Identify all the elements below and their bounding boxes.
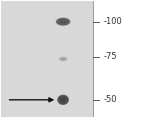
Ellipse shape: [58, 95, 68, 104]
Ellipse shape: [59, 57, 67, 61]
Ellipse shape: [59, 96, 67, 104]
Ellipse shape: [58, 95, 68, 104]
Bar: [1, 1, 93, 117]
Text: -75: -75: [103, 52, 117, 61]
Ellipse shape: [56, 18, 70, 26]
Ellipse shape: [59, 57, 67, 61]
Ellipse shape: [57, 95, 69, 105]
Ellipse shape: [59, 57, 67, 61]
Ellipse shape: [58, 19, 68, 24]
Ellipse shape: [57, 95, 69, 105]
Ellipse shape: [57, 19, 69, 25]
Ellipse shape: [59, 96, 67, 103]
Text: -100: -100: [103, 17, 122, 26]
Ellipse shape: [56, 18, 70, 25]
Ellipse shape: [60, 20, 66, 23]
Ellipse shape: [57, 18, 69, 25]
Text: -50: -50: [103, 95, 117, 104]
Ellipse shape: [57, 18, 70, 25]
Ellipse shape: [60, 57, 66, 61]
Ellipse shape: [58, 19, 68, 25]
Ellipse shape: [60, 97, 66, 102]
Ellipse shape: [58, 96, 68, 104]
Ellipse shape: [60, 57, 67, 61]
Ellipse shape: [59, 57, 68, 61]
Ellipse shape: [61, 58, 65, 60]
